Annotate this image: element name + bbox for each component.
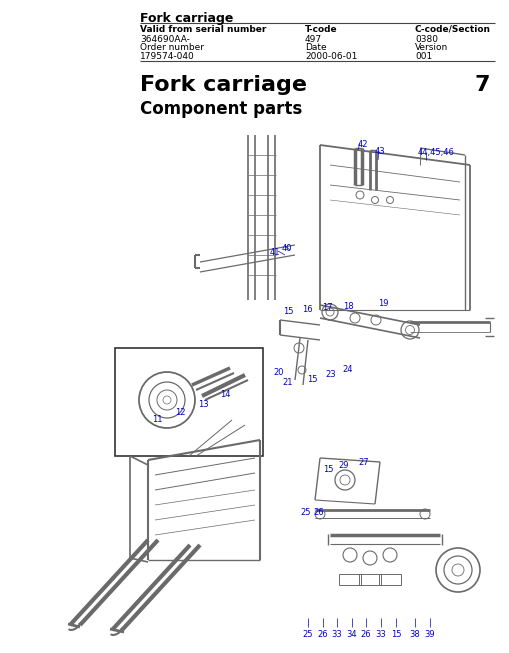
Text: 24: 24	[342, 365, 352, 374]
Text: 26: 26	[313, 508, 323, 517]
Text: 20: 20	[272, 368, 283, 377]
Text: 15: 15	[322, 465, 333, 474]
Text: 23: 23	[324, 370, 335, 379]
Text: 29: 29	[337, 461, 348, 470]
Text: 12: 12	[175, 408, 185, 417]
Text: 13: 13	[197, 400, 208, 409]
Text: 15: 15	[390, 630, 401, 639]
Text: 43: 43	[374, 147, 385, 156]
Text: 18: 18	[343, 302, 353, 311]
Text: 0380: 0380	[414, 35, 437, 44]
Bar	[338, 574, 360, 585]
Text: 19: 19	[377, 299, 388, 308]
Text: 40: 40	[281, 244, 292, 253]
Bar	[358, 574, 380, 585]
Text: 7: 7	[473, 75, 489, 95]
Text: Version: Version	[414, 43, 447, 52]
Text: 2000-06-01: 2000-06-01	[304, 52, 357, 61]
Text: 15: 15	[282, 307, 293, 316]
Text: 25: 25	[302, 630, 313, 639]
Text: 16: 16	[301, 305, 312, 314]
Text: 34: 34	[346, 630, 357, 639]
Text: 21: 21	[281, 378, 292, 387]
Text: 42: 42	[357, 140, 368, 149]
Text: 14: 14	[219, 390, 230, 399]
Text: 26: 26	[360, 630, 371, 639]
Text: 17: 17	[321, 303, 332, 312]
Text: 001: 001	[414, 52, 432, 61]
Text: Fork carriage: Fork carriage	[140, 75, 306, 95]
Text: 26: 26	[317, 630, 328, 639]
Text: 41: 41	[269, 248, 280, 257]
Text: Order number: Order number	[140, 43, 204, 52]
Text: T-code: T-code	[304, 25, 337, 34]
Text: 15: 15	[306, 375, 317, 384]
Text: 33: 33	[331, 630, 342, 639]
Text: Component parts: Component parts	[140, 100, 302, 118]
Text: 33: 33	[375, 630, 386, 639]
Text: 44,45,46: 44,45,46	[417, 148, 454, 157]
Text: 179574-040: 179574-040	[140, 52, 194, 61]
Text: 39: 39	[424, 630, 435, 639]
Bar	[115, 348, 263, 456]
Text: 364690AA-: 364690AA-	[140, 35, 189, 44]
Text: 25: 25	[299, 508, 310, 517]
Bar	[378, 574, 400, 585]
Text: 11: 11	[152, 415, 162, 424]
Text: 27: 27	[357, 458, 368, 467]
Text: Date: Date	[304, 43, 326, 52]
Text: 38: 38	[409, 630, 419, 639]
Text: Valid from serial number: Valid from serial number	[140, 25, 266, 34]
Text: Fork carriage: Fork carriage	[140, 12, 233, 25]
Text: C-code/Section: C-code/Section	[414, 25, 490, 34]
Text: 497: 497	[304, 35, 322, 44]
